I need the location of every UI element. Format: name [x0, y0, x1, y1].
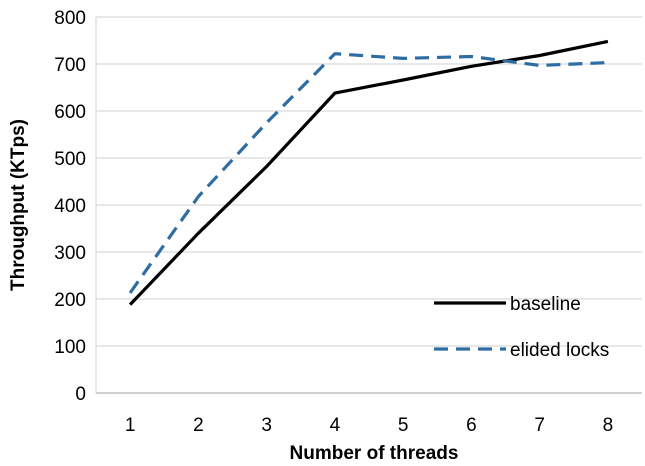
y-tick-label-500: 500 [54, 149, 86, 170]
y-tick-label-400: 400 [54, 196, 86, 217]
x-tick-label-4: 4 [330, 415, 341, 436]
y-tick-labels: 0 100 200 300 400 500 600 700 800 [54, 8, 86, 405]
y-tick-label-100: 100 [54, 337, 86, 358]
x-tick-label-1: 1 [125, 415, 136, 436]
y-tick-label-800: 800 [54, 8, 86, 29]
y-tick-label-200: 200 [54, 290, 86, 311]
gridlines [96, 16, 642, 347]
series-line-elided-locks [128, 52, 608, 294]
x-tick-label-3: 3 [261, 415, 272, 436]
axes [95, 17, 642, 394]
x-tick-label-2: 2 [193, 415, 204, 436]
legend-label-elided-locks: elided locks [510, 340, 609, 361]
y-tick-label-0: 0 [75, 384, 86, 405]
legend: baseline elided locks [434, 294, 609, 361]
x-axis-title: Number of threads [290, 443, 459, 464]
x-tick-label-8: 8 [603, 415, 614, 436]
legend-label-baseline: baseline [510, 294, 581, 315]
series-lines [128, 39, 609, 306]
x-tick-labels: 1 2 3 4 5 6 7 8 [125, 415, 613, 436]
y-tick-label-700: 700 [54, 55, 86, 76]
x-tick-label-5: 5 [398, 415, 409, 436]
x-tick-label-7: 7 [534, 415, 545, 436]
y-axis-title: Throughput (KTps) [8, 119, 29, 291]
series-line-baseline [128, 39, 609, 306]
y-tick-label-300: 300 [54, 243, 86, 264]
y-tick-label-600: 600 [54, 102, 86, 123]
x-tick-label-6: 6 [466, 415, 477, 436]
